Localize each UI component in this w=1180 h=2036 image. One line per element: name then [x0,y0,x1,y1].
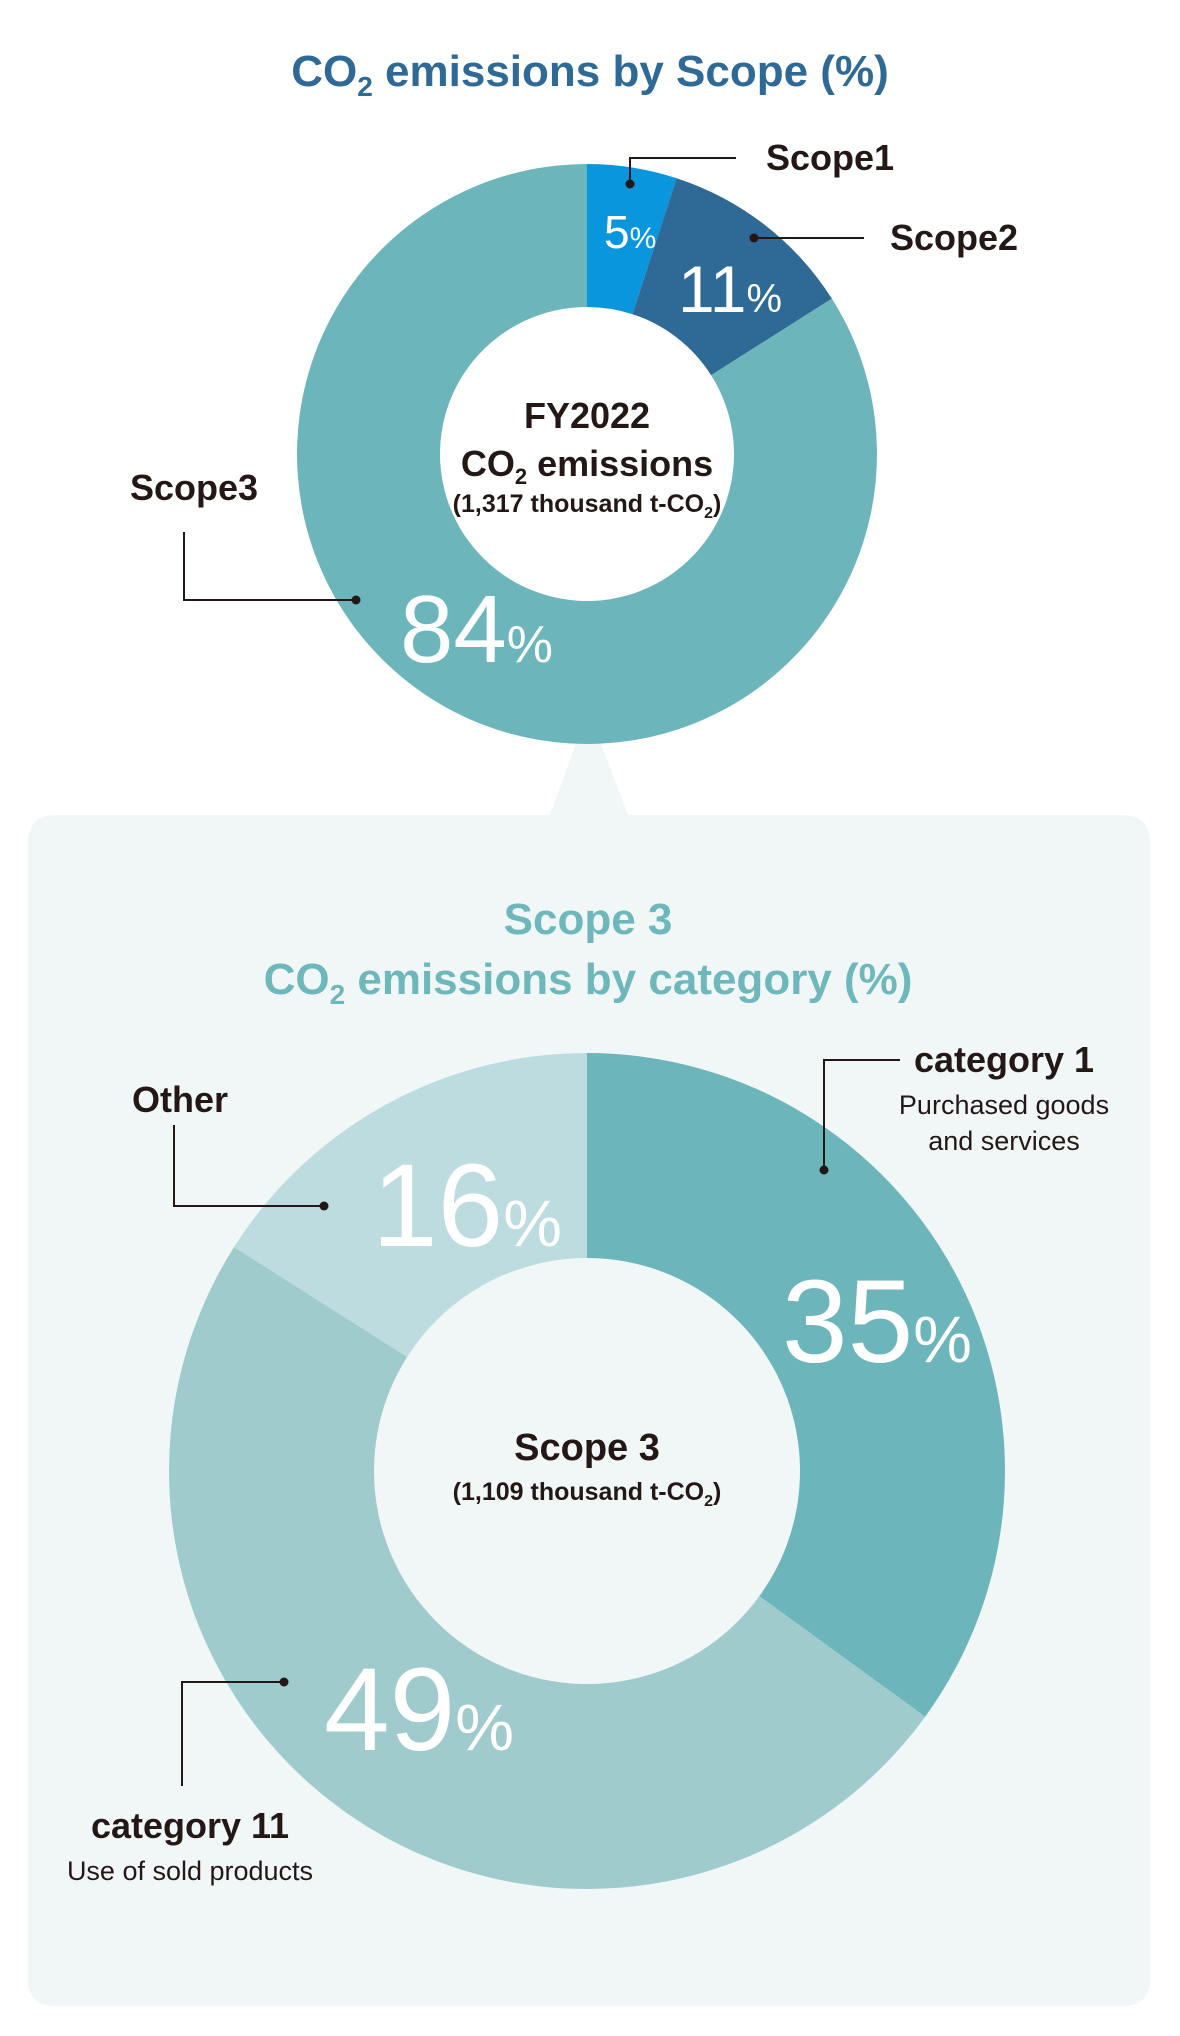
leader-dot-scope1 [625,179,635,189]
slice-scope3 [297,163,878,744]
leader-scope3 [183,532,356,601]
leader-cat1 [823,1059,900,1170]
legend-cat11: category 11 [91,1805,289,1846]
leader-other [173,1125,324,1207]
leader-lines-category [173,1059,900,1786]
leader-dot-other [319,1201,329,1211]
leader-lines-scope [183,157,864,601]
legend-scope3: Scope3 [130,467,258,508]
pct-label-cat11: 49% [324,1644,514,1776]
leader-dot-scope3 [351,595,361,605]
pct-label-scope3: 84% [400,576,553,683]
legend-scope1: Scope1 [766,137,894,178]
pct-label-other: 16% [372,1140,562,1272]
center-co2-label: CO2 emissions [461,443,713,489]
center-total-label: (1,317 thousand t-CO2) [453,490,722,522]
legend-cat1: category 1 [914,1039,1094,1080]
slice-scope1 [587,164,677,315]
legend-cat1-desc1: Purchased goods [899,1090,1109,1120]
chart-title-category-line1: Scope 3 [504,895,673,944]
slice-other [234,1053,587,1357]
chart-title-category-line2: CO2 emissions by category (%) [264,955,913,1010]
leader-scope1 [629,157,736,184]
pct-label-scope2: 11% [678,252,782,326]
center-scope3-label: Scope 3 [514,1427,660,1469]
pct-label-scope1: 5% [604,206,656,258]
leader-dot-scope2 [749,233,759,243]
legend-other: Other [132,1079,228,1120]
slice-category-11 [169,1247,926,1889]
pct-label-cat1: 35% [782,1256,972,1388]
chart-title-scope: CO2 emissions by Scope (%) [291,47,889,102]
leader-dot-cat11 [279,1677,289,1687]
legend-cat1-desc2: and services [928,1126,1080,1156]
scope-donut [297,163,878,744]
legend-scope2: Scope2 [890,217,1018,258]
leader-cat11 [181,1681,284,1786]
center-fy-label: FY2022 [524,395,650,436]
category-donut [169,1053,1005,1889]
leader-dot-cat1 [819,1165,829,1175]
slice-scope2 [632,178,832,376]
legend-cat11-desc: Use of sold products [67,1856,313,1886]
center-scope3-total: (1,109 thousand t-CO2) [453,1478,722,1510]
slice-category-1 [587,1053,1005,1717]
